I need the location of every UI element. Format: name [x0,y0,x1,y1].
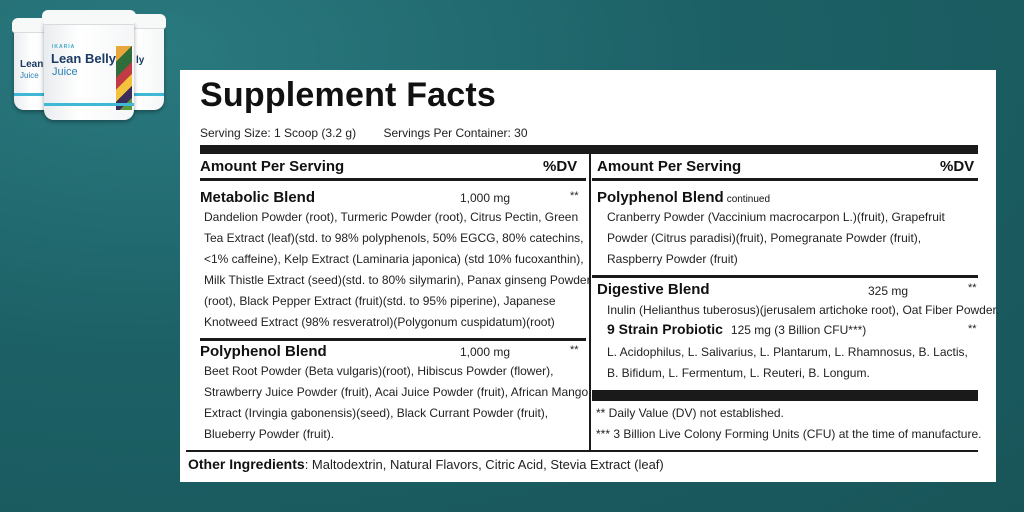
probiotic-strains: L. Acidophilus, L. Salivarius, L. Planta… [607,342,968,384]
ingredient-line: Beet Root Powder (Beta vulgaris)(root), … [204,364,554,378]
metabolic-blend-amount: 1,000 mg [460,191,511,205]
ingredient-line: Knotweed Extract (98% resveratrol)(Polyg… [204,315,555,329]
polyphenol-continued-title: Polyphenol Blend [597,189,724,206]
digestive-blend-dv: ** [968,282,977,294]
right-mid-rule [592,275,978,278]
ingredient-line: Cranberry Powder (Vaccinium macrocarpon … [607,210,945,224]
jar-lid [42,10,136,25]
digestive-blend-amount: 325 mg [868,284,909,298]
supplement-facts-label: Supplement Facts Serving Size: 1 Scoop (… [180,70,999,482]
jar-stripe [14,93,58,96]
other-ingredients: Other Ingredients: Maltodextrin, Natural… [188,456,664,472]
ingredient-line: Raspberry Powder (fruit) [607,252,738,266]
serving-size: Serving Size: 1 Scoop (3.2 g) [200,126,357,140]
ingredient-line: Blueberry Powder (fruit). [204,427,335,441]
jar-partial-sub: Juice [20,71,39,80]
polyphenol-continued-name: Polyphenol Blend continued [597,189,770,206]
digestive-blend-ingredients: Inulin (Helianthus tuberosus)(jerusalem … [607,300,999,321]
ingredient-line: Dandelion Powder (root), Turmeric Powder… [204,210,579,224]
right-header-dv: %DV [940,158,975,175]
polyphenol-blend-amount: 1,000 mg [460,345,511,359]
ingredient-line: Strawberry Juice Powder (fruit), Acai Ju… [204,385,589,399]
ingredient-line: Powder (Citrus paradisi)(fruit), Pomegra… [607,231,922,245]
metabolic-blend-name: Metabolic Blend [200,189,316,206]
left-header-amount: Amount Per Serving [200,158,345,175]
probiotic-row: 9 Strain Probiotic 125 mg (3 Billion CFU*… [607,321,866,337]
right-header-amount: Amount Per Serving [597,158,742,175]
column-divider [589,145,591,450]
right-header-rule [592,178,978,181]
footnote-rule [592,390,978,401]
probiotic-name: 9 Strain Probiotic [607,321,723,337]
servings-per-container: Servings Per Container: 30 [383,126,528,140]
left-header-dv: %DV [543,158,578,175]
bottom-rule [186,450,978,452]
metabolic-blend-dv: ** [570,190,579,202]
continued-note: continued [726,194,771,205]
other-ingredients-label: Other Ingredients [188,456,305,472]
metabolic-blend-ingredients: Dandelion Powder (root), Turmeric Powder… [204,207,591,333]
ingredient-line: (root), Black Pepper Extract (fruit)(std… [204,294,556,308]
ingredient-line: Extract (Irvingia gabonensis)(seed), Bla… [204,406,549,420]
ingredient-line: Tea Extract (leaf)(std. to 98% polypheno… [204,231,584,245]
polyphenol-blend-name: Polyphenol Blend [200,343,327,360]
polyphenol-continued-ingredients: Cranberry Powder (Vaccinium macrocarpon … [607,207,945,270]
footnote-cfu: *** 3 Billion Live Colony Forming Units … [596,427,982,441]
ingredient-line: B. Bifidum, L. Fermentum, L. Reuteri, B.… [607,366,870,380]
jar-stripe [44,103,134,106]
jar-artwork [116,46,132,110]
product-jar-front: IKARIA Lean Belly Juice [42,10,136,120]
probiotic-amount: 125 mg (3 Billion CFU***) [730,323,867,337]
other-ingredients-value: : Maltodextrin, Natural Flavors, Citric … [304,457,664,472]
jar-brand: IKARIA [52,44,76,50]
jar-name-line1: Lean Belly [51,51,117,66]
ingredient-line: <1% caffeine), Kelp Extract (Laminaria j… [204,252,584,266]
digestive-blend-name: Digestive Blend [597,281,710,298]
jar-partial-name: Lean I [20,59,49,70]
serving-info: Serving Size: 1 Scoop (3.2 g) Servings P… [200,126,552,140]
ingredient-line: Milk Thistle Extract (seed)(std. to 80% … [204,273,591,287]
jar-stripe [118,93,164,96]
probiotic-dv: ** [968,323,977,335]
jar-name-line2: Juice [52,66,78,78]
polyphenol-blend-ingredients: Beet Root Powder (Beta vulgaris)(root), … [204,361,588,445]
footnote-dv: ** Daily Value (DV) not established. [596,406,784,420]
facts-title: Supplement Facts [200,76,497,114]
polyphenol-blend-dv: ** [570,344,579,356]
ingredient-line: Inulin (Helianthus tuberosus)(jerusalem … [607,303,1000,317]
jar-partial-right: ly [136,55,145,66]
ingredient-line: L. Acidophilus, L. Salivarius, L. Planta… [607,345,968,359]
left-header-rule [200,178,586,181]
left-mid-rule [200,338,586,341]
